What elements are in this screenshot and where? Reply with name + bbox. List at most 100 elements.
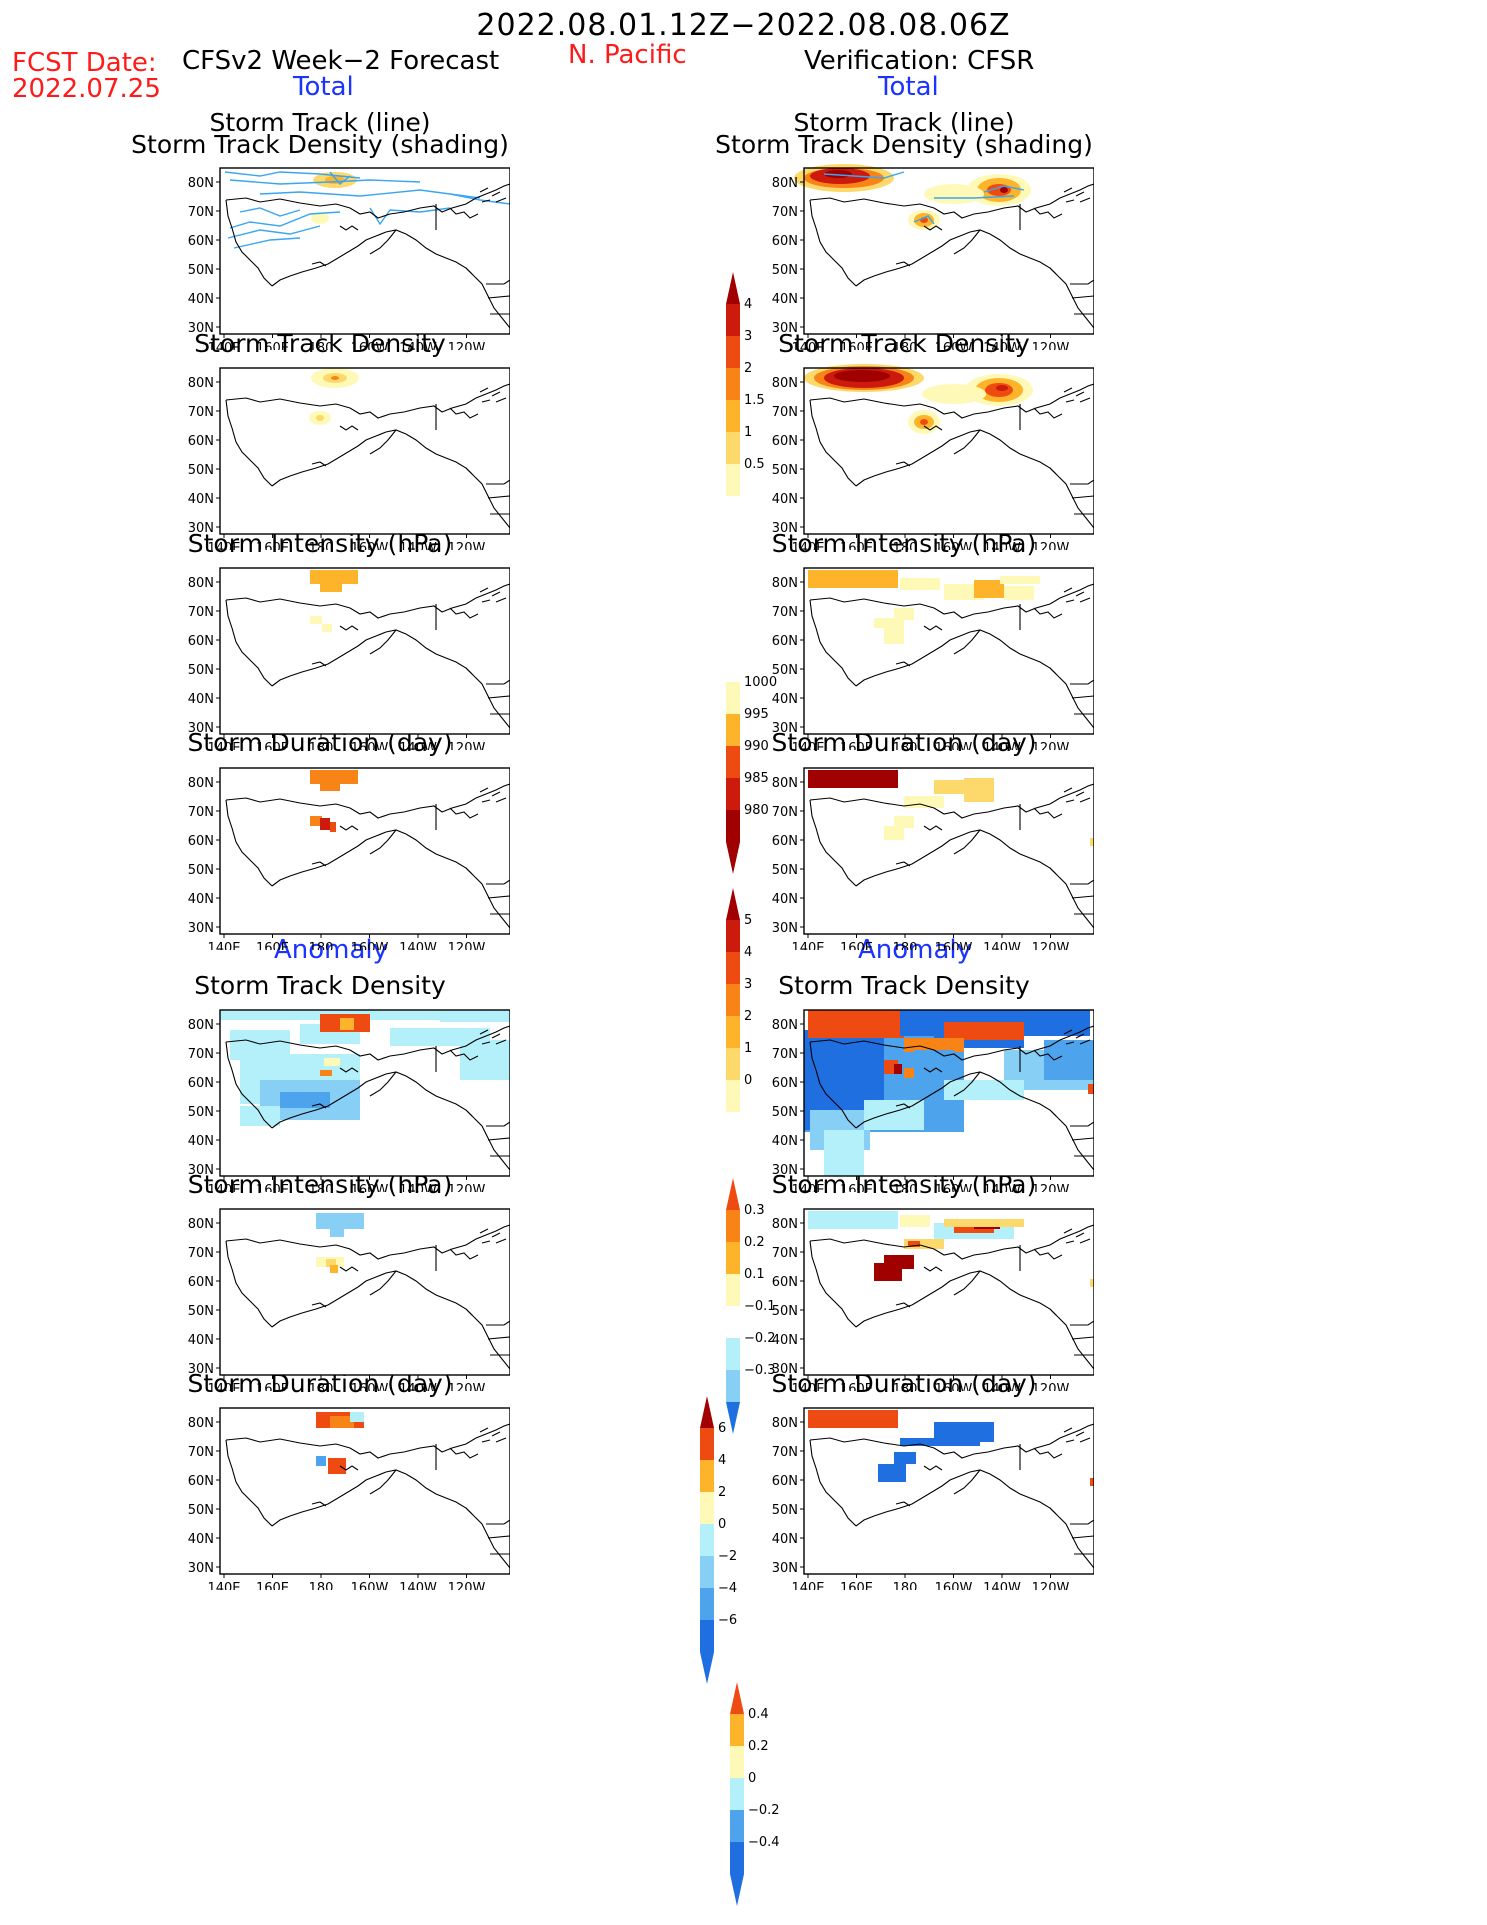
- shading-cell: [320, 818, 330, 830]
- storm-track-line: [259, 189, 481, 199]
- colorbar-cell: [726, 920, 740, 952]
- lon-label: 140W: [399, 1382, 437, 1391]
- coastline: [486, 1519, 510, 1525]
- coastline: [809, 1439, 857, 1527]
- colorbar-cell: [726, 400, 740, 432]
- lon-label: 120W: [1032, 1382, 1070, 1391]
- coastline: [225, 799, 273, 887]
- storm-track-line: [369, 207, 451, 226]
- coastline: [921, 629, 1059, 677]
- lat-label: 40N: [188, 1532, 214, 1547]
- lon-label: 120W: [1032, 341, 1070, 350]
- colorbar-cell: [730, 1778, 744, 1810]
- colorbar-label: −0.2: [748, 1803, 780, 1818]
- lat-label: 30N: [772, 1163, 798, 1178]
- coastline: [1057, 475, 1094, 529]
- coastline: [921, 829, 1059, 877]
- map-duration-forecast: 80N 70N 60N 50N 40N 30N 140E 160E 180 160W 140W 120…: [188, 767, 510, 950]
- shading-contour: [922, 384, 986, 404]
- fcst-date-value: 2022.07.25: [12, 74, 161, 104]
- coastline: [271, 1497, 339, 1527]
- lon-label: 140W: [983, 541, 1021, 550]
- colorbar-label: 0: [748, 1771, 756, 1786]
- lon-label: 140E: [207, 541, 240, 550]
- colorbar-label: 0.1: [744, 1267, 765, 1282]
- coastline: [1071, 895, 1094, 899]
- lat-label: 80N: [188, 776, 214, 791]
- colorbar-label: 0.4: [748, 1707, 769, 1722]
- shading-cell: [884, 772, 898, 782]
- coastline: [479, 1228, 507, 1244]
- lon-label: 140W: [399, 941, 437, 950]
- colorbar-intensity: 1000 995 990 985 980: [726, 675, 777, 874]
- coastline: [1033, 407, 1063, 419]
- shading-cell: [328, 1458, 346, 1474]
- coastline: [809, 199, 857, 287]
- coastline: [1057, 875, 1094, 929]
- coastline: [337, 629, 475, 677]
- shading-cell: [324, 1058, 340, 1066]
- map-frame: [219, 1208, 510, 1376]
- coastline: [1033, 607, 1063, 619]
- colorbar-cell: [726, 984, 740, 1016]
- lat-label: 40N: [772, 692, 798, 707]
- coastline: [809, 783, 1094, 819]
- shading-cell: [330, 822, 336, 832]
- coastline: [1071, 1137, 1094, 1141]
- lat-label: 70N: [188, 1445, 214, 1460]
- shading-cell: [808, 1010, 904, 1038]
- coastline: [337, 1270, 475, 1318]
- lat-label: 40N: [188, 292, 214, 307]
- lon-label: 180: [893, 741, 918, 750]
- lat-label: 60N: [772, 434, 798, 449]
- coastline: [921, 1071, 1059, 1119]
- map-frame: [803, 567, 1094, 735]
- coastline: [855, 1298, 923, 1328]
- shading-cell: [330, 1265, 338, 1273]
- fcst-date-label: FCST Date:: [12, 48, 157, 78]
- coastline: [1049, 1507, 1057, 1515]
- lon-label: 160E: [256, 741, 289, 750]
- lat-label: 70N: [188, 805, 214, 820]
- coastline: [953, 1469, 981, 1495]
- coastline: [479, 1427, 507, 1443]
- coastline: [487, 495, 510, 499]
- colorbar-label: 0.3: [744, 1203, 765, 1218]
- colorbar-label: −6: [718, 1613, 737, 1628]
- colorbar-cell: [726, 714, 740, 746]
- map-background: [220, 768, 510, 934]
- map-intensity-verification: 80N 70N 60N 50N 40N 30N 140E 160E 180 160W 140W 120…: [772, 567, 1094, 750]
- lat-label: 60N: [188, 234, 214, 249]
- coastline: [809, 1041, 857, 1129]
- lat-label: 30N: [188, 521, 214, 536]
- storm-track-line: [449, 193, 510, 205]
- shading-contour: [920, 419, 928, 425]
- lat-label: 30N: [188, 1163, 214, 1178]
- storm-track-line: [229, 211, 341, 229]
- lon-label: 140E: [791, 1382, 824, 1391]
- coastline: [1071, 1535, 1094, 1539]
- map-track-line-forecast: 80N 70N 60N 50N 40N 30N 140E 160E 180 160W 140W 120…: [188, 167, 510, 350]
- lon-label: 140E: [207, 1183, 240, 1192]
- lat-label: 80N: [188, 376, 214, 391]
- coastline: [1063, 787, 1091, 803]
- coastline: [1063, 1228, 1091, 1244]
- shading-cell: [904, 1068, 914, 1078]
- map-intensity-forecast: 80N 70N 60N 50N 40N 30N 140E 160E 180 160W 140W 120…: [188, 567, 510, 750]
- colorbar-label: −0.3: [744, 1363, 776, 1378]
- lat-label: 60N: [188, 834, 214, 849]
- coastline: [225, 1240, 273, 1328]
- lat-label: 70N: [188, 205, 214, 220]
- lon-label: 140W: [983, 941, 1021, 950]
- colorbar-cell: [726, 1274, 740, 1306]
- lat-label: 30N: [772, 521, 798, 536]
- map-density-verification: 80N 70N 60N 50N 40N 30N 140E 160E 180 160W 140W 120…: [772, 364, 1094, 550]
- storm-track-line: [227, 225, 321, 239]
- lon-label: 180: [309, 541, 334, 550]
- coastline: [465, 1507, 473, 1515]
- shading-cell: [440, 1012, 510, 1022]
- shading-cell: [808, 1410, 898, 1428]
- map-frame: [219, 1009, 510, 1177]
- coastline: [1049, 667, 1057, 675]
- lon-label: 140E: [207, 341, 240, 350]
